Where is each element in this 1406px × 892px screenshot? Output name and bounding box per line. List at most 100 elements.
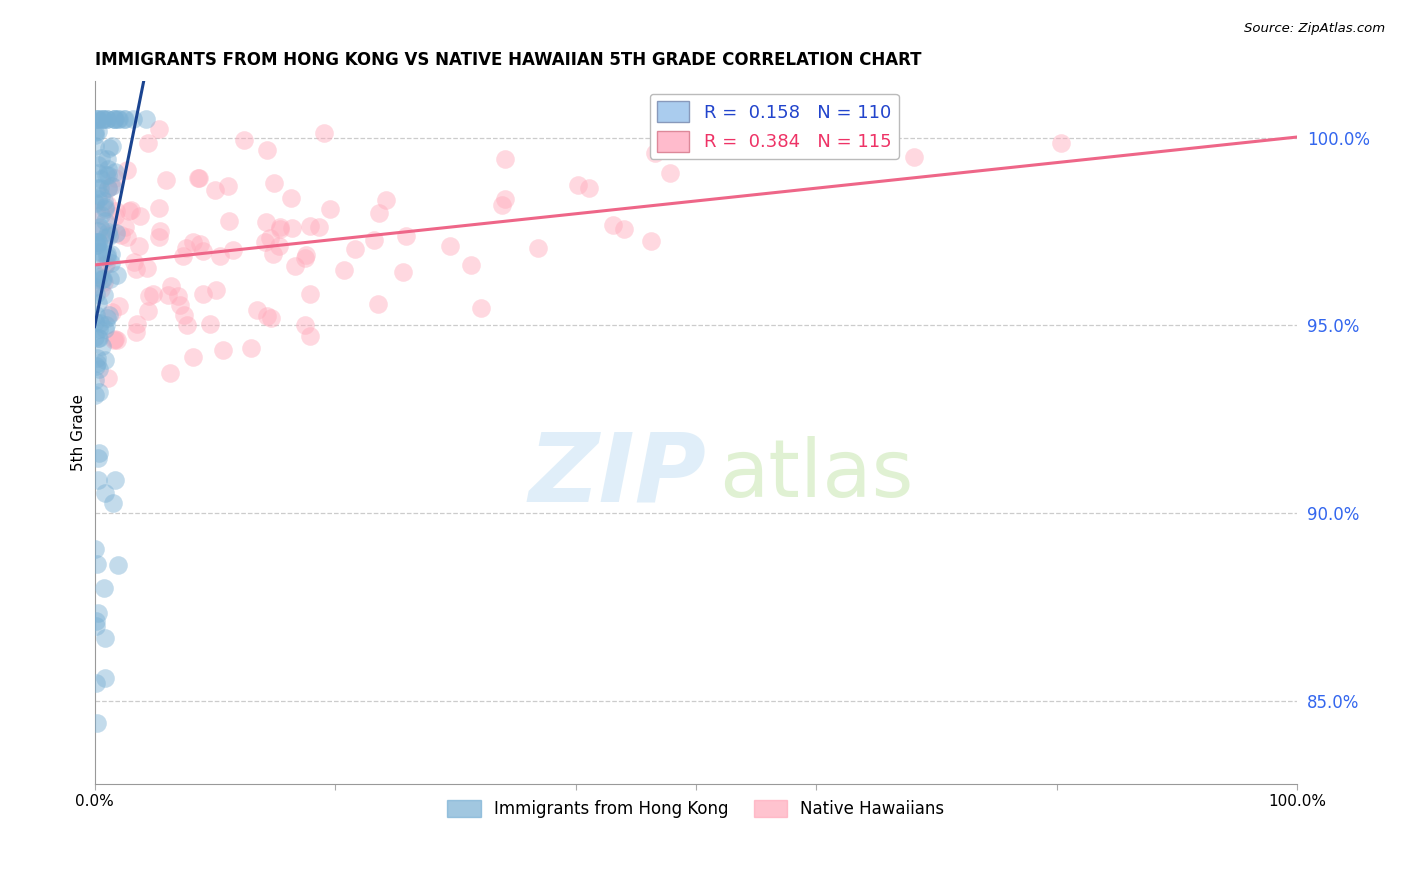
Point [84,315,107,329]
Point [98,229,121,244]
Point [375,193,398,207]
Point [87,331,110,345]
Point [96,318,118,332]
Point [122,112,145,126]
Point [494,192,516,206]
Point [128,239,150,253]
Point [104,474,127,488]
Point [269,222,291,236]
Point [87,112,110,126]
Point [90,172,112,186]
Point [86,112,108,126]
Point [104,332,127,346]
Point [138,288,160,302]
Point [84,125,107,139]
Point [103,333,125,347]
Point [94,257,117,271]
Point [100,179,122,194]
Point [103,112,125,126]
Point [149,224,172,238]
Point [333,263,356,277]
Point [367,206,389,220]
Point [494,152,516,166]
Point [84,238,107,252]
Point [93,112,115,126]
Point [84,676,107,690]
Point [299,219,322,233]
Point [120,202,142,217]
Point [602,218,624,232]
Point [84,280,107,294]
Point [640,235,662,249]
Point [93,275,115,289]
Point [256,143,278,157]
Point [93,581,115,595]
Text: Source: ZipAtlas.com: Source: ZipAtlas.com [1244,22,1385,36]
Point [259,230,281,244]
Point [156,287,179,301]
Point [173,308,195,322]
Point [105,268,128,282]
Text: atlas: atlas [718,435,914,514]
Point [125,325,148,339]
Point [470,301,492,315]
Point [644,146,666,161]
Point [263,177,285,191]
Point [91,222,114,236]
Point [90,245,112,260]
Point [211,343,233,357]
Point [254,235,277,250]
Point [262,247,284,261]
Point [96,112,118,126]
Point [84,139,107,153]
Point [86,356,108,370]
Point [101,139,124,153]
Point [94,321,117,335]
Point [135,112,157,126]
Point [87,166,110,180]
Point [101,179,124,194]
Point [96,152,118,166]
Point [222,244,245,258]
Point [97,181,120,195]
Point [93,194,115,208]
Point [314,126,336,140]
Point [91,112,114,126]
Point [148,201,170,215]
Point [127,317,149,331]
Point [94,353,117,368]
Point [167,289,190,303]
Point [86,224,108,238]
Point [367,297,389,311]
Point [84,235,107,249]
Point [181,350,204,364]
Point [107,558,129,572]
Point [84,195,107,210]
Point [136,304,159,318]
Point [90,339,112,353]
Point [208,249,231,263]
Point [100,256,122,270]
Point [232,133,254,147]
Point [104,165,127,179]
Point [84,387,107,401]
Point [198,317,221,331]
Point [294,251,316,265]
Point [118,204,141,219]
Point [86,244,108,259]
Point [87,361,110,376]
Point [86,237,108,252]
Point [101,305,124,319]
Point [142,286,165,301]
Point [295,248,318,262]
Point [93,485,115,500]
Point [613,222,636,236]
Point [204,183,226,197]
Point [103,112,125,126]
Point [294,318,316,333]
Point [129,210,152,224]
Point [94,214,117,228]
Point [169,298,191,312]
Point [96,310,118,325]
Point [176,241,198,255]
